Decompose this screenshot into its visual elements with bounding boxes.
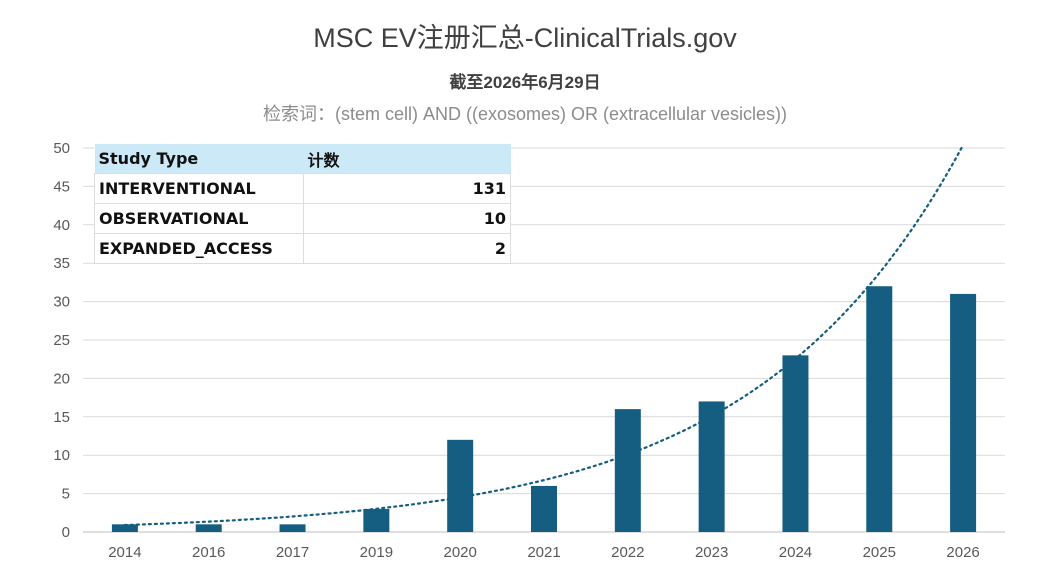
x-tick-label: 2021 — [527, 544, 560, 561]
study-type-table: Study Type 计数 INTERVENTIONAL 131 OBSERVA… — [94, 144, 511, 264]
bar — [782, 355, 809, 532]
y-tick-label: 50 — [53, 140, 70, 157]
search-query-text: 检索词：(stem cell) AND ((exosomes) OR (extr… — [262, 104, 788, 124]
y-tick-label: 35 — [53, 255, 70, 272]
bar — [866, 286, 893, 532]
x-tick-label: 2022 — [611, 544, 644, 561]
x-tick-label: 2020 — [443, 544, 476, 561]
x-tick-label: 2024 — [779, 544, 812, 561]
x-tick-label: 2026 — [946, 544, 979, 561]
y-tick-label: 15 — [53, 409, 70, 426]
table-row: EXPANDED_ACCESS 2 — [94, 233, 511, 264]
study-type-cell: EXPANDED_ACCESS — [94, 233, 304, 264]
bar — [279, 524, 306, 532]
table-row: OBSERVATIONAL 10 — [94, 203, 511, 234]
y-tick-label: 45 — [53, 178, 70, 195]
x-tick-label: 2025 — [863, 544, 896, 561]
bar — [698, 401, 725, 532]
header-count: 计数 — [303, 144, 511, 174]
x-tick-label: 2019 — [360, 544, 393, 561]
count-cell: 10 — [303, 203, 511, 234]
x-tick-label: 2017 — [276, 544, 309, 561]
bar — [614, 409, 641, 532]
x-tick-label: 2023 — [695, 544, 728, 561]
y-tick-label: 20 — [53, 370, 70, 387]
y-tick-label: 25 — [53, 332, 70, 349]
count-cell: 131 — [303, 173, 511, 204]
chart-subtitle: 截至2026年6月29日 — [449, 73, 601, 92]
study-type-cell: INTERVENTIONAL — [94, 173, 304, 204]
y-tick-label: 0 — [62, 524, 70, 541]
bar — [111, 524, 138, 532]
trendline — [123, 146, 963, 527]
chart-title: MSC EV注册汇总-ClinicalTrials.gov — [313, 23, 737, 53]
count-cell: 2 — [303, 233, 511, 264]
y-tick-label: 30 — [53, 294, 70, 311]
table-row: INTERVENTIONAL 131 — [94, 173, 511, 204]
header-study-type: Study Type — [94, 144, 304, 174]
y-tick-label: 10 — [53, 447, 70, 464]
bar — [531, 485, 557, 532]
bar — [447, 439, 474, 532]
y-tick-label: 5 — [62, 486, 70, 503]
bar — [950, 293, 977, 532]
x-tick-label: 2016 — [192, 544, 225, 561]
y-tick-label: 40 — [53, 217, 70, 234]
x-tick-label: 2014 — [108, 544, 141, 561]
study-type-cell: OBSERVATIONAL — [94, 203, 304, 234]
bar — [363, 508, 390, 532]
table-header-row: Study Type 计数 — [94, 144, 511, 174]
bar — [195, 524, 222, 532]
